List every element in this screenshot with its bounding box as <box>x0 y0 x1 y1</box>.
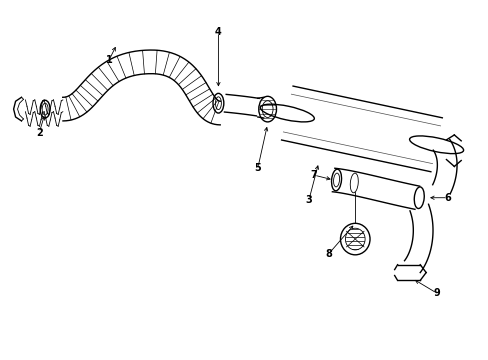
Text: 8: 8 <box>325 249 331 259</box>
Text: 5: 5 <box>254 163 261 173</box>
Text: 2: 2 <box>36 128 42 138</box>
Text: 9: 9 <box>433 288 440 298</box>
Text: 3: 3 <box>305 195 312 205</box>
Text: 4: 4 <box>215 27 222 37</box>
Text: 6: 6 <box>444 193 450 203</box>
Text: 7: 7 <box>310 170 317 180</box>
Text: 1: 1 <box>105 55 112 65</box>
